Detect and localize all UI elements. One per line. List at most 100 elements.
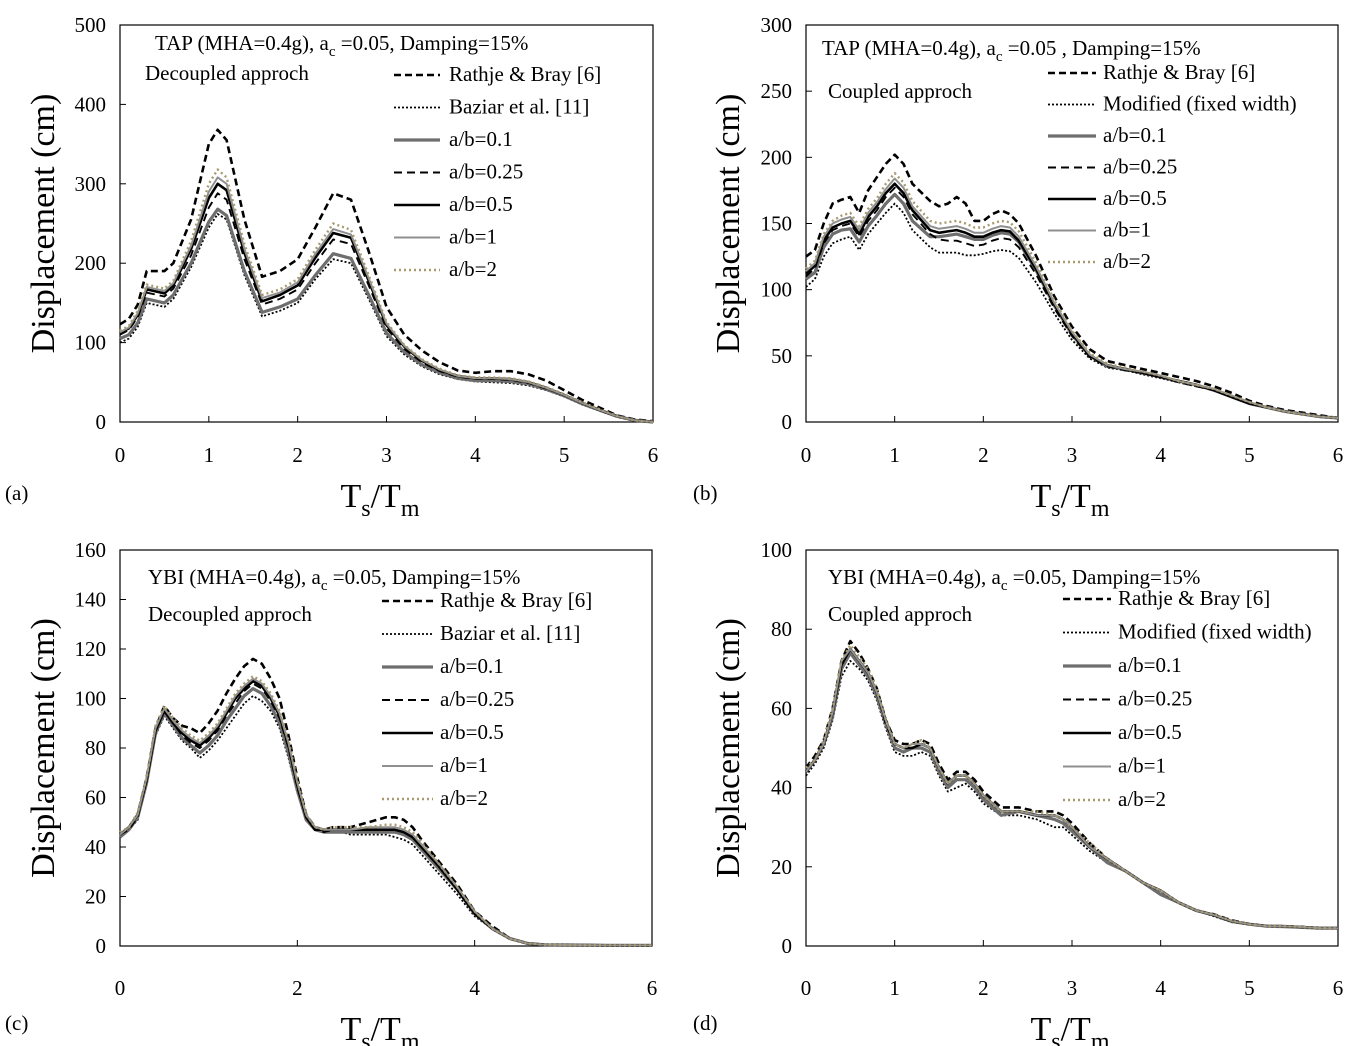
chart-subtitle: Decoupled approch [145,61,309,85]
series-line-ab1 [805,648,1338,930]
y-axis-label: Displacement (cm) [25,618,62,878]
series-line-ab025 [119,682,652,947]
x-tick-label: 6 [648,443,659,467]
series-line-ab01 [119,207,654,424]
chart-title: YBI (MHA=0.4g), ac =0.05, Damping=15% [828,565,1200,594]
x-tick-label: 6 [647,976,658,1000]
legend-label: a/b=2 [1118,787,1166,811]
legend-label: Rathje & Bray [6] [440,588,592,612]
series-line-baziar [805,202,1339,419]
y-tick-label: 300 [761,13,793,37]
y-tick-label: 40 [771,776,792,800]
x-tick-label: 2 [978,976,989,1000]
x-tick-label: 4 [1155,443,1166,467]
x-tick-label: 5 [1244,443,1255,467]
x-tick-label: 0 [801,443,812,467]
chart-subtitle: Coupled approch [828,79,973,103]
y-tick-label: 120 [75,637,107,661]
y-tick-label: 100 [761,278,793,302]
legend-label: a/b=0.25 [449,160,523,184]
series-line-ab01 [804,651,1338,930]
y-tick-label: 200 [75,251,107,275]
legend-label: a/b=1 [449,225,497,249]
y-tick-label: 300 [75,172,107,196]
chart-title: TAP (MHA=0.4g), ac =0.05, Damping=15% [155,31,528,60]
series-line-ab2 [119,675,652,947]
x-tick-label: 3 [381,443,392,467]
x-tick-label: 4 [469,976,480,1000]
legend-label: a/b=0.25 [1118,687,1192,711]
legend-label: Baziar et al. [11] [440,621,580,645]
y-tick-label: 20 [85,885,106,909]
series-line-rathje [804,639,1338,930]
x-tick-label: 4 [1155,976,1166,1000]
chart-subtitle: Decoupled approch [148,602,312,626]
legend-label: a/b=0.5 [1118,720,1182,744]
x-axis-label: Ts/Tm [1030,1011,1109,1046]
x-axis-label: Ts/Tm [1030,478,1109,522]
legend-label: a/b=1 [1118,754,1166,778]
chart-title: YBI (MHA=0.4g), ac =0.05, Damping=15% [148,565,520,594]
panel-label: (d) [693,1011,718,1035]
y-tick-label: 140 [75,588,107,612]
series-line-ab025 [805,648,1338,930]
y-tick-label: 0 [782,410,793,434]
y-tick-label: 250 [761,79,793,103]
chart-panel-3: 0 20 40 60 80 100 120 140 160 0 2 4 6 YBI (MHA=0.4g),… [5,538,657,1046]
y-axis-label: Displacement (cm) [710,618,747,878]
y-tick-label: 60 [771,696,792,720]
x-axis-label: Ts/Tm [340,478,419,522]
y-tick-label: 200 [761,145,793,169]
series-line-ab05 [805,182,1339,420]
legend-label: Modified (fixed width) [1118,620,1312,644]
panel-label: (c) [5,1011,28,1035]
chart-subtitle: Coupled approch [828,602,973,626]
series-line-baziar [805,660,1338,930]
x-tick-label: 1 [204,443,215,467]
legend-label: a/b=2 [1103,249,1151,273]
legend-label: Modified (fixed width) [1103,92,1297,116]
series-line-ab1 [119,677,652,947]
y-tick-label: 50 [771,344,792,368]
legend-label: a/b=0.25 [440,687,514,711]
legend-label: Rathje & Bray [6] [1103,60,1255,84]
y-tick-label: 80 [771,617,792,641]
x-tick-label: 1 [889,976,900,1000]
y-tick-label: 0 [782,934,793,958]
y-tick-label: 0 [96,410,107,434]
x-tick-label: 0 [115,443,126,467]
x-axis-label: Ts/Tm [340,1011,419,1046]
legend-label: a/b=0.5 [1103,186,1167,210]
legend-label: a/b=2 [440,786,488,810]
y-tick-label: 400 [75,92,107,116]
legend-label: a/b=2 [449,257,497,281]
y-tick-label: 60 [85,786,106,810]
legend-label: a/b=1 [440,753,488,777]
series-line-ab05 [804,647,1338,930]
x-tick-label: 5 [1244,976,1255,1000]
series-line-ab2 [805,171,1339,420]
series-line-ab1 [805,177,1339,419]
x-tick-label: 3 [1067,443,1078,467]
x-tick-label: 0 [801,976,812,1000]
series-line-ab2 [119,168,654,424]
legend-label: Baziar et al. [11] [449,95,589,119]
series-line-ab1 [119,176,654,423]
x-tick-label: 3 [1067,976,1078,1000]
y-tick-label: 100 [75,331,107,355]
legend-label: a/b=0.1 [440,654,504,678]
y-tick-label: 100 [761,538,793,562]
chart-title: TAP (MHA=0.4g), ac =0.05 , Damping=15% [822,36,1201,65]
legend-label: a/b=0.5 [440,720,504,744]
x-tick-label: 0 [115,976,126,1000]
series-line-rathje [119,128,654,423]
series-line-ab05 [119,679,652,947]
y-axis-label: Displacement (cm) [710,94,747,354]
legend-label: a/b=0.5 [449,192,513,216]
series-line-ab025 [119,192,654,423]
y-tick-label: 0 [96,934,107,958]
y-tick-label: 80 [85,736,106,760]
series-line-ab025 [805,186,1339,419]
x-tick-label: 2 [292,443,303,467]
